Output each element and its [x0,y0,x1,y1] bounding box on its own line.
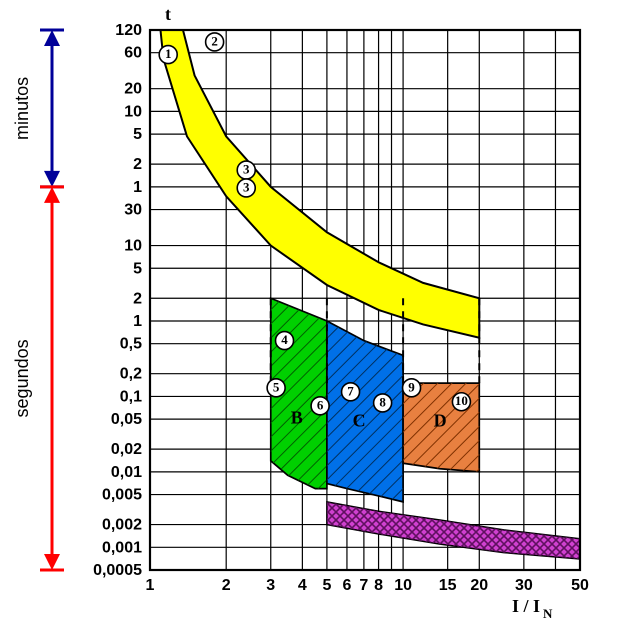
x-tick-label: 4 [298,577,307,594]
callout-number: 8 [379,394,386,409]
y-tick-label: 0,005 [102,487,142,504]
region-label: C [353,411,366,431]
region-label: D [434,411,447,431]
y-tick-label: 2 [133,290,142,307]
axis-range-label: segundos [12,339,32,417]
x-tick-label: 10 [394,577,412,594]
y-tick-label: 1 [133,313,142,330]
callout-number: 10 [455,393,468,408]
y-tick-label: 5 [133,126,142,143]
x-tick-label: 30 [515,577,533,594]
region-label: B [291,407,303,427]
y-tick-label: 2 [133,156,142,173]
trip-curve-chart: BCD1233456789101234567810152030501206020… [0,0,626,641]
callout-number: 3 [243,179,250,194]
callout-number: 2 [211,33,218,48]
y-tick-label: 0,5 [120,336,142,353]
y-tick-label: 0,002 [102,517,142,534]
svg-text:I / I: I / I [512,596,540,616]
x-tick-label: 20 [470,577,488,594]
callout-number: 9 [408,379,415,394]
callout-number: 6 [317,397,324,412]
y-tick-label: 10 [124,103,142,120]
y-tick-label: 5 [133,260,142,277]
y-tick-label: 60 [124,45,142,62]
callout-number: 7 [347,383,354,398]
y-tick-label: 0,1 [120,388,142,405]
x-tick-label: 8 [374,577,383,594]
y-tick-label: 120 [115,22,142,39]
x-tick-label: 5 [322,577,331,594]
x-tick-label: 15 [439,577,457,594]
y-tick-label: 20 [124,81,142,98]
y-tick-label: 30 [124,202,142,219]
y-tick-label: 0,0005 [93,562,142,579]
x-tick-label: 2 [222,577,231,594]
y-tick-label: 0,01 [111,464,142,481]
callout-number: 3 [243,162,250,177]
y-tick-label: 0,001 [102,539,142,556]
x-tick-label: 3 [266,577,275,594]
y-tick-label: 1 [133,179,142,196]
callout-number: 4 [281,332,288,347]
x-tick-label: 7 [359,577,368,594]
y-tick-label: 0,02 [111,441,142,458]
callout-number: 5 [273,379,280,394]
x-tick-label: 6 [342,577,351,594]
axis-range-label: minutos [12,77,32,140]
y-tick-label: 0,2 [120,366,142,383]
x-tick-label: 50 [571,577,589,594]
svg-text:N: N [543,606,553,621]
callout-number: 1 [165,46,172,61]
y-tick-label: 0,05 [111,411,142,428]
x-tick-label: 1 [146,577,155,594]
y-tick-label: 10 [124,238,142,255]
y-axis-title: t [165,4,171,24]
